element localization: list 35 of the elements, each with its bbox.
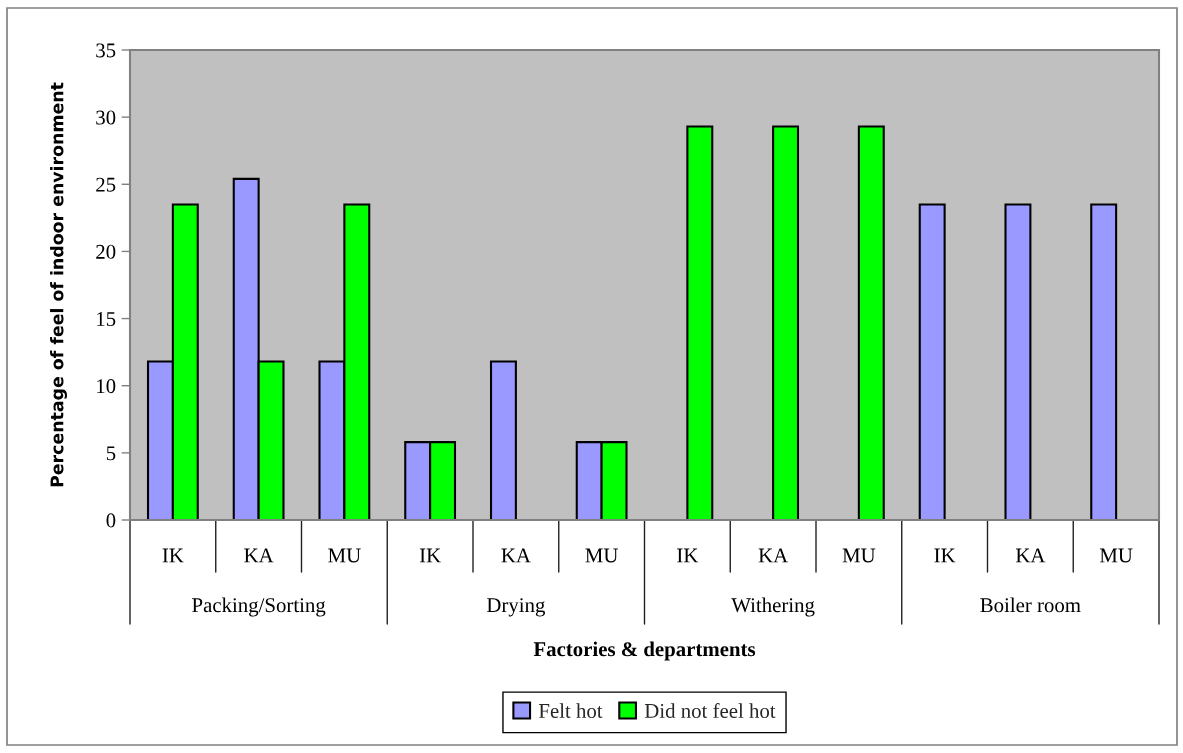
x-tick-label: MU (842, 548, 876, 563)
x-tick-label: KA (244, 548, 274, 563)
x-tick-label: KA (501, 548, 531, 563)
x-axis-title: Factories & departments (533, 641, 756, 661)
text: Withering (731, 597, 815, 617)
bar (1004, 203, 1032, 520)
x-tick-label: MU (328, 548, 361, 563)
bar (489, 360, 517, 520)
legend-label: Felt hot (538, 703, 603, 718)
y-tick-label: 10 (97, 379, 116, 394)
x-tick-label: IK (162, 548, 184, 563)
y-tick-label: 20 (96, 244, 116, 259)
bar (857, 125, 885, 520)
y-tick-label: 15 (97, 312, 116, 326)
bar (772, 125, 800, 520)
text: Boiler room (980, 597, 1081, 613)
y-tick-label: 30 (96, 110, 116, 125)
legend-label: Did not feel hot (644, 703, 776, 718)
y-tick-label: 25 (96, 177, 116, 192)
text: Packing/Sorting (192, 597, 326, 617)
x-tick-label: KA (758, 548, 789, 563)
x-tick-label: MU (1099, 548, 1133, 563)
text: Drying (486, 598, 545, 617)
x-tick-label: IK (934, 548, 956, 563)
x-tick-label: IK (677, 548, 699, 563)
x-tick-label: KA (1015, 548, 1046, 563)
y-tick-label: 0 (106, 513, 116, 528)
bar (918, 203, 946, 520)
y-tick-label: 35 (96, 43, 116, 58)
x-tick-label: IK (419, 548, 441, 563)
bar (686, 125, 714, 520)
y-tick-label: 5 (106, 446, 116, 461)
x-tick-label: MU (585, 548, 618, 563)
y-axis-title: Percentage of feel of indoor environment (50, 82, 67, 487)
bar (1090, 203, 1118, 520)
